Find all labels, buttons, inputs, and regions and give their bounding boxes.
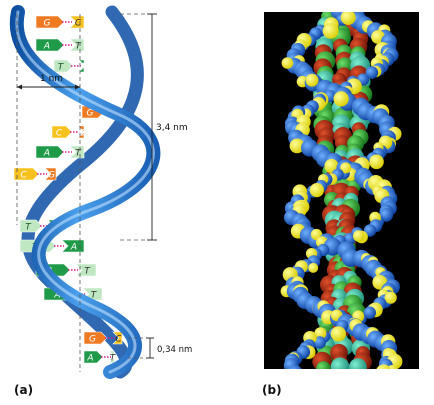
base-letter: G: [89, 335, 96, 345]
oxygen-atom: [305, 73, 319, 87]
base-atom: [316, 361, 331, 369]
pitch-label: 3,4 nm: [156, 123, 188, 133]
base-letter: T: [25, 223, 32, 233]
backbone-atom: [288, 365, 302, 369]
backbone-atom: [363, 306, 376, 319]
panel-b: (b): [262, 12, 419, 397]
base-letter: G: [44, 19, 51, 29]
oxygen-atom: [297, 369, 309, 381]
base-letter: A: [70, 243, 77, 253]
oxygen-atom: [376, 370, 390, 384]
base-letter: C: [75, 19, 82, 29]
base-letter: G: [48, 171, 55, 181]
base-C-right: [69, 15, 85, 29]
backbone-atom: [365, 66, 379, 79]
base-letter: A: [43, 42, 50, 52]
base-T-right: [108, 350, 116, 364]
rise-label: 0,34 nm: [157, 345, 192, 355]
base-A-left: [35, 38, 65, 52]
backbone-atom: [368, 374, 381, 387]
base-letter: T: [84, 267, 91, 277]
oxygen-atom: [340, 162, 352, 174]
base-letter: T: [75, 42, 82, 52]
backbone-atom: [370, 369, 383, 382]
oxygen-atom: [366, 376, 380, 390]
panel-b-label: (b): [262, 383, 282, 397]
oxygen-atom: [322, 23, 339, 39]
base-letter: A: [86, 354, 93, 364]
base-T-right: [69, 145, 85, 159]
base-G-left: [83, 331, 108, 345]
base-letter: C: [115, 335, 122, 345]
base-letter: T: [75, 149, 82, 159]
oxygen-atom: [376, 364, 391, 369]
base-A-left: [83, 350, 104, 364]
oxygen-atom: [340, 12, 356, 25]
base-T-right: [75, 263, 97, 277]
oxygen-atom: [353, 230, 365, 242]
base-letter: A: [53, 291, 60, 301]
space-filling-dna-model: [280, 12, 403, 390]
oxygen-atom: [308, 262, 319, 273]
base-letter: A: [78, 63, 85, 73]
base-G-left: [35, 15, 65, 29]
base-letter: A: [43, 149, 50, 159]
base-A-left: [35, 145, 65, 159]
base-atom: [330, 357, 350, 369]
oxygen-atom: [281, 57, 294, 69]
oxygen-atom: [369, 154, 384, 170]
base-letter: T: [91, 291, 98, 301]
base-G-right: [44, 167, 57, 181]
base-letter: G: [79, 129, 86, 139]
panel-a: G CA TT AG CC GA TC GT AT AA TA TG CA T 1 nm 3,4 nm 0…: [9, 5, 192, 397]
base-letter: C: [56, 129, 63, 139]
base-G-right: [77, 125, 85, 139]
base-C-left: [51, 125, 73, 139]
base-letter: C: [20, 171, 27, 181]
base-atom: [349, 358, 367, 369]
base-letter: T: [110, 354, 117, 364]
base-letter: G: [87, 109, 94, 119]
base-T-left: [19, 219, 43, 233]
panel-a-label: (a): [14, 383, 33, 397]
width-label: 1 nm: [40, 74, 63, 84]
oxygen-atom: [283, 370, 298, 385]
oxygen-atom: [384, 291, 397, 304]
backbone-atom: [292, 370, 308, 386]
base-A-right: [78, 59, 86, 73]
oxygen-atom: [333, 91, 349, 107]
backbone-atom: [293, 373, 310, 390]
backbone-strand-back: [21, 5, 144, 379]
oxygen-atom: [314, 327, 327, 340]
base-C-left: [13, 167, 40, 181]
oxygen-atom: [330, 326, 346, 342]
base-T-right: [69, 38, 85, 52]
base-T-left: [53, 59, 74, 73]
base-letter: T: [58, 63, 65, 73]
oxygen-atom: [309, 183, 324, 198]
backbone-atom: [313, 336, 326, 349]
oxygen-atom: [289, 138, 305, 154]
